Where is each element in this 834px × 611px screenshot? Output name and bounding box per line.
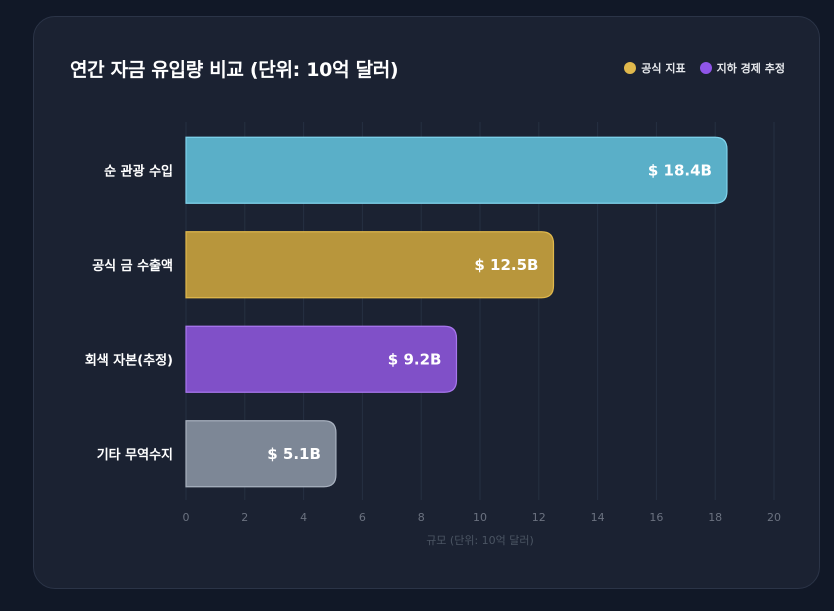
x-tick-label-8: 8 [418, 511, 425, 524]
chart-title: 연간 자금 유입량 비교 (단위: 10억 달러) [70, 59, 399, 81]
x-axis-title: 규모 (단위: 10억 달러) [426, 534, 534, 547]
x-tick-label-14: 14 [591, 511, 605, 524]
y-category-label-2: 회색 자본(추정) [85, 352, 173, 368]
legend-swatch-underground [699, 62, 712, 74]
legend-swatch-official [624, 62, 637, 74]
y-category-label-3: 기타 무역수지 [97, 447, 173, 463]
x-tick-label-4: 4 [300, 511, 307, 524]
x-tick-label-6: 6 [359, 511, 366, 524]
legend-label-underground: 지하 경제 추정 [716, 62, 785, 75]
bar-1[interactable] [185, 231, 555, 299]
x-tick-label-20: 20 [767, 511, 781, 524]
bar-value-label-1: $ 12.5B [474, 256, 538, 274]
bar-value-label-3: $ 5.1B [267, 445, 321, 463]
x-tick-label-2: 2 [241, 511, 248, 524]
x-tick-label-18: 18 [708, 511, 722, 524]
x-tick-label-16: 16 [649, 511, 663, 524]
x-tick-label-12: 12 [532, 511, 546, 524]
bar-3[interactable] [185, 420, 337, 488]
bar-0[interactable] [185, 136, 728, 204]
legend-item-official[interactable]: 공식 지표 [624, 60, 686, 76]
legend-label-official: 공식 지표 [641, 62, 686, 75]
x-tick-label-0: 0 [183, 511, 190, 524]
bar-value-label-2: $ 9.2B [388, 350, 442, 368]
chart-legend: 공식 지표 지하 경제 추정 [624, 60, 785, 76]
bar-2[interactable] [185, 325, 458, 393]
y-category-label-0: 순 관광 수입 [104, 163, 173, 179]
y-category-label-1: 공식 금 수출액 [92, 258, 173, 274]
bar-value-label-0: $ 18.4B [648, 161, 712, 179]
legend-item-underground[interactable]: 지하 경제 추정 [699, 60, 785, 76]
chart-card: 연간 자금 유입량 비교 (단위: 10억 달러) 공식 지표 지하 경제 추정 [33, 16, 820, 589]
x-tick-label-10: 10 [473, 511, 487, 524]
